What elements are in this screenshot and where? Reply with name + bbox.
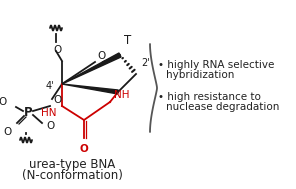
Text: nuclease degradation: nuclease degradation	[166, 102, 279, 112]
Text: • highly RNA selective: • highly RNA selective	[158, 60, 274, 70]
Text: O: O	[97, 51, 105, 61]
Text: O: O	[53, 95, 61, 105]
Polygon shape	[62, 84, 118, 94]
Text: O: O	[80, 144, 89, 154]
Text: NH: NH	[114, 90, 130, 100]
Text: • high resistance to: • high resistance to	[158, 92, 261, 102]
Text: P: P	[24, 105, 32, 119]
Polygon shape	[62, 53, 121, 84]
Text: 4': 4'	[45, 81, 54, 91]
Text: urea-type BNA: urea-type BNA	[29, 158, 115, 171]
Text: O: O	[46, 121, 54, 131]
Text: ̄O: ̄O	[0, 97, 7, 107]
Text: 2': 2'	[141, 58, 150, 68]
Text: T: T	[124, 34, 131, 47]
Text: hybridization: hybridization	[166, 70, 234, 80]
Text: O: O	[53, 45, 61, 55]
Text: HN: HN	[41, 108, 56, 118]
Text: (N-conformation): (N-conformation)	[22, 169, 123, 182]
Text: O: O	[4, 127, 12, 137]
